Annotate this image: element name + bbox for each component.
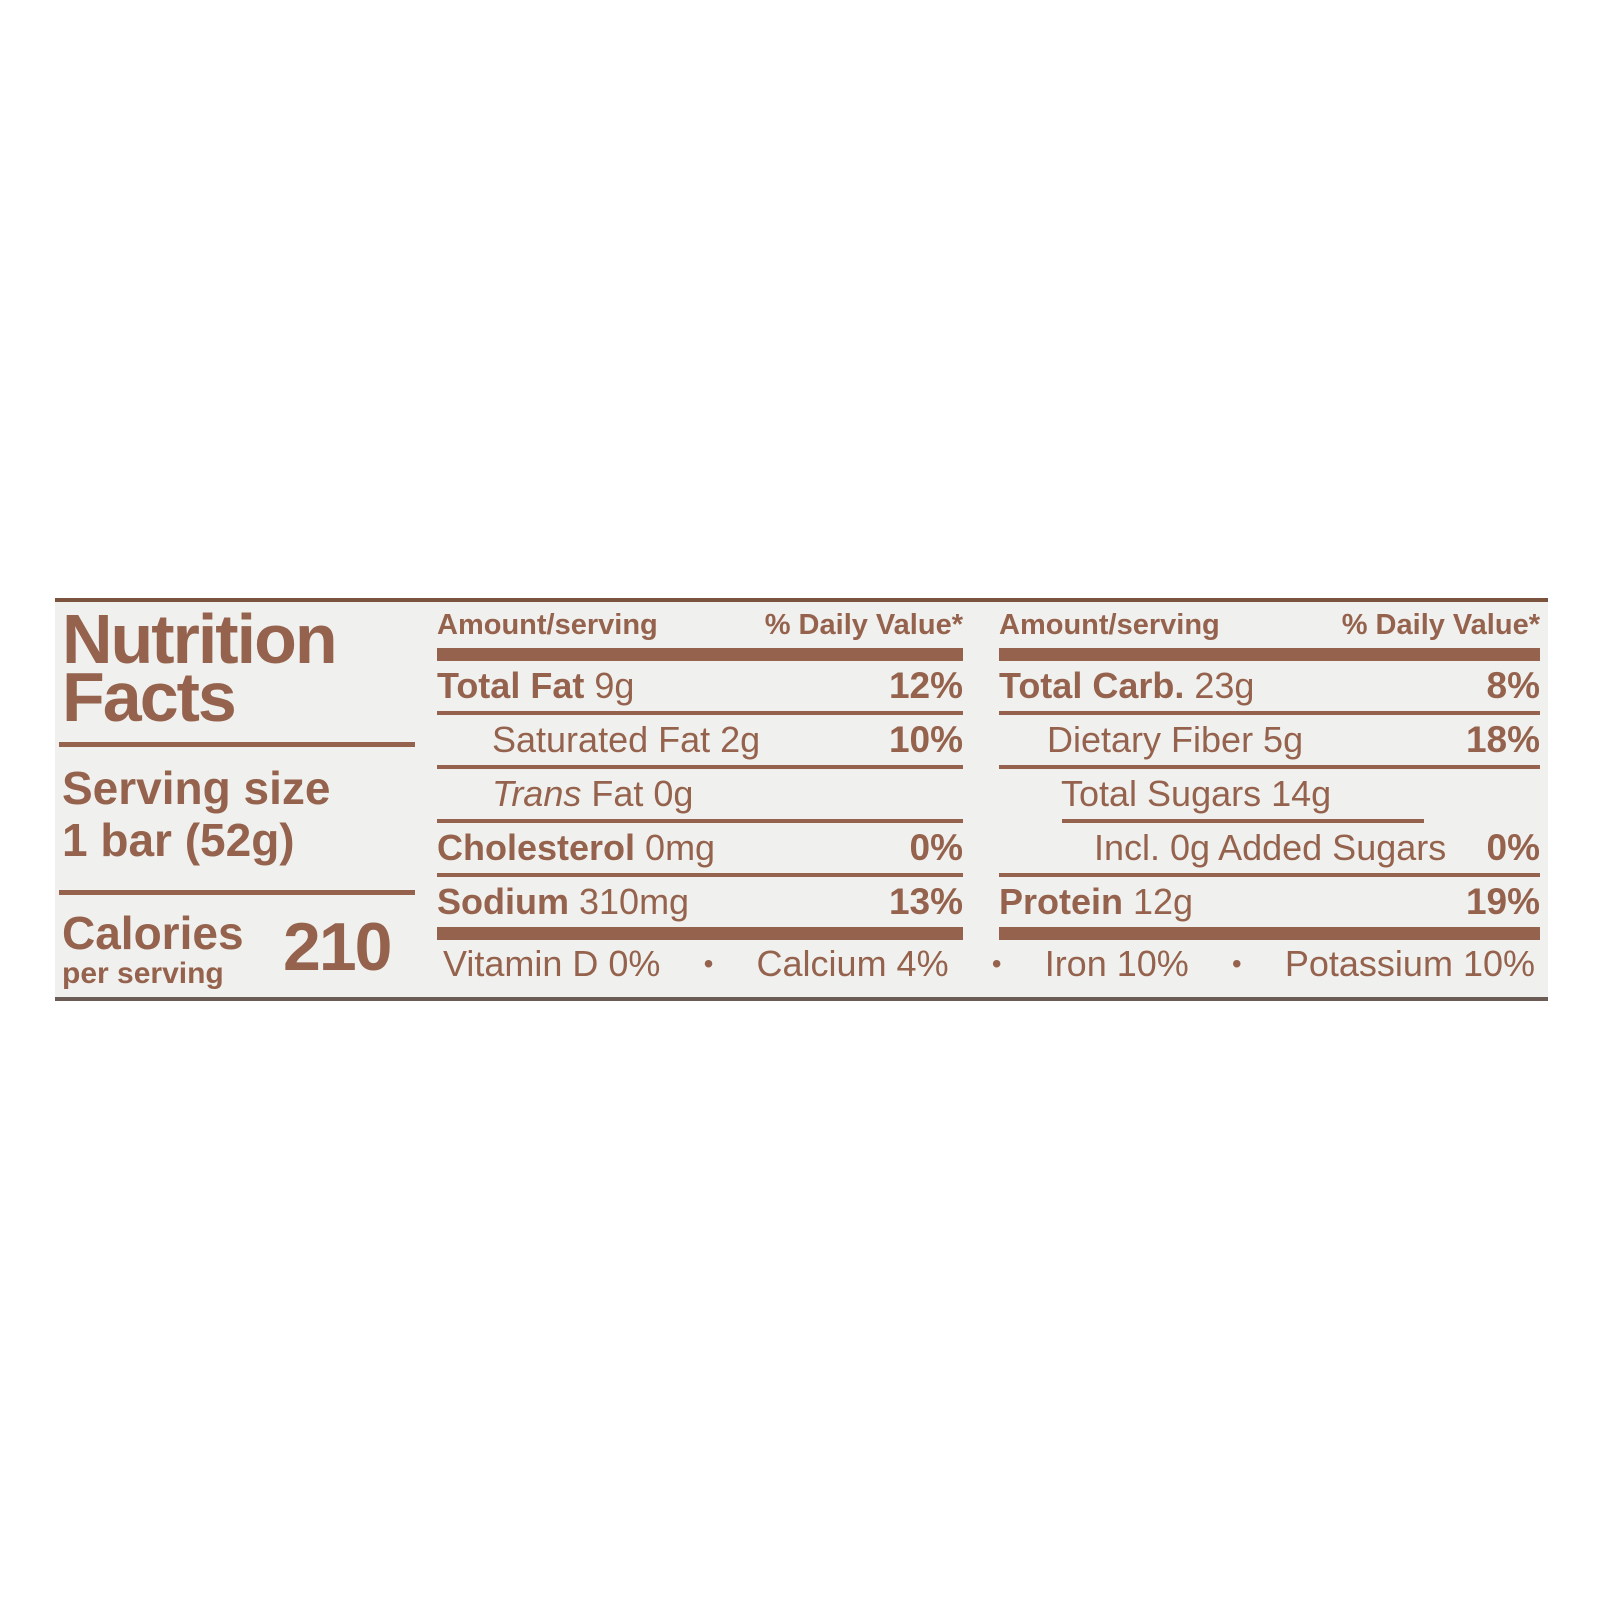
thick-rule xyxy=(437,648,963,661)
bullet-separator: • xyxy=(703,947,714,979)
nutrient-name: Incl. 0g Added Sugars xyxy=(999,827,1487,869)
thin-rule xyxy=(437,819,963,823)
nutrient-amount: Total Sugars 14g xyxy=(1061,773,1332,814)
nutrient-amount: 9g xyxy=(584,665,635,706)
nutrient-amount: Incl. 0g Added Sugars xyxy=(1094,827,1447,868)
nutrient-row-total-fat: Total Fat 9g 12% xyxy=(437,661,963,711)
serving-size-block: Serving size 1 bar (52g) xyxy=(62,762,330,866)
calories-label: Calories xyxy=(62,907,244,959)
nutrient-row-sodium: Sodium 310mg 13% xyxy=(437,877,963,927)
daily-value: 12% xyxy=(888,665,963,706)
title-line-facts: Facts xyxy=(62,658,237,736)
nutrient-name: Total Sugars 14g xyxy=(999,773,1540,815)
nutrient-name: Trans Fat 0g xyxy=(437,773,963,815)
nutrient-name: Saturated Fat 2g xyxy=(437,719,889,761)
daily-value: 19% xyxy=(1465,881,1540,922)
nutrient-name: Sodium 310mg xyxy=(437,881,889,923)
nutrient-row-cholesterol: Cholesterol 0mg 0% xyxy=(437,823,963,873)
nutrient-name: Cholesterol 0mg xyxy=(437,827,910,869)
potassium-value: Potassium 10% xyxy=(1284,942,1535,984)
thick-rule xyxy=(999,648,1540,661)
nutrient-column-right: Amount/serving % Daily Value* Total Carb… xyxy=(999,602,1540,989)
nutrient-row-total-carb: Total Carb. 23g 8% xyxy=(999,661,1540,711)
thin-rule-indented xyxy=(1062,819,1424,823)
nutrition-facts-panel: Nutrition Facts Serving size 1 bar (52g)… xyxy=(55,598,1548,1001)
daily-value-header: % Daily Value* xyxy=(1341,608,1540,641)
nutrient-name-bold: Sodium xyxy=(437,881,569,922)
nutrient-amount: Saturated Fat 2g xyxy=(492,719,761,760)
nutrient-name: Dietary Fiber 5g xyxy=(999,719,1466,761)
nutrient-row-trans-fat: Trans Fat 0g xyxy=(437,769,963,819)
thin-rule xyxy=(437,873,963,877)
bullet-separator: • xyxy=(1231,947,1242,979)
thick-rule xyxy=(999,927,1540,940)
serving-size-label: Serving size xyxy=(62,762,331,814)
column-header: Amount/serving % Daily Value* xyxy=(999,602,1540,648)
serving-size-value: 1 bar (52g) xyxy=(62,814,295,866)
nutrient-name: Protein 12g xyxy=(999,881,1466,923)
iron-value: Iron 10% xyxy=(1044,942,1189,984)
thick-rule xyxy=(437,927,963,940)
nutrition-facts-title: Nutrition Facts xyxy=(62,600,338,736)
daily-value: 8% xyxy=(1486,665,1540,706)
nutrient-amount: 0mg xyxy=(635,827,716,868)
nutrient-amount: Dietary Fiber 5g xyxy=(1047,719,1304,760)
calcium-value: Calcium 4% xyxy=(756,942,949,984)
nutrient-row-total-sugars: Total Sugars 14g xyxy=(999,769,1540,819)
nutrient-row-dietary-fiber: Dietary Fiber 5g 18% xyxy=(999,715,1540,765)
column-header: Amount/serving % Daily Value* xyxy=(437,602,963,648)
daily-value: 10% xyxy=(888,719,963,760)
vitamins-minerals-footer: Vitamin D 0% • Calcium 4% • Iron 10% • P… xyxy=(443,940,1535,987)
nutrient-column-left: Amount/serving % Daily Value* Total Fat … xyxy=(437,602,963,989)
amount-per-serving-header: Amount/serving xyxy=(437,608,658,641)
divider-rule xyxy=(59,890,415,895)
nutrient-amount: 12g xyxy=(1123,881,1194,922)
bullet-separator: • xyxy=(991,947,1002,979)
nutrient-name-italic: Trans xyxy=(492,773,582,814)
divider-rule xyxy=(59,742,415,747)
nutrient-amount: 310mg xyxy=(569,881,690,922)
thin-rule xyxy=(999,711,1540,715)
daily-value-header: % Daily Value* xyxy=(764,608,963,641)
daily-value: 0% xyxy=(1486,827,1540,868)
vitamin-d-value: Vitamin D 0% xyxy=(443,942,661,984)
nutrient-name-bold: Total Carb. xyxy=(999,665,1185,706)
amount-per-serving-header: Amount/serving xyxy=(999,608,1220,641)
nutrient-row-protein: Protein 12g 19% xyxy=(999,877,1540,927)
calories-per-serving-label: per serving xyxy=(62,957,224,990)
nutrient-amount: 23g xyxy=(1184,665,1255,706)
title-line-nutrition: Nutrition xyxy=(62,600,338,678)
thin-rule xyxy=(999,873,1540,877)
daily-value: 13% xyxy=(888,881,963,922)
thin-rule xyxy=(437,711,963,715)
nutrient-name-bold: Total Fat xyxy=(437,665,585,706)
nutrient-name: Total Carb. 23g xyxy=(999,665,1487,707)
nutrient-row-added-sugars: Incl. 0g Added Sugars 0% xyxy=(999,823,1540,873)
calories-value: 210 xyxy=(283,909,392,985)
nutrient-name: Total Fat 9g xyxy=(437,665,889,707)
nutrient-name-bold: Cholesterol xyxy=(437,827,636,868)
nutrient-amount: Fat 0g xyxy=(581,773,694,814)
thin-rule xyxy=(437,765,963,769)
thin-rule xyxy=(999,765,1540,769)
daily-value: 0% xyxy=(909,827,963,868)
daily-value: 18% xyxy=(1465,719,1540,760)
nutrient-row-saturated-fat: Saturated Fat 2g 10% xyxy=(437,715,963,765)
nutrient-name-bold: Protein xyxy=(999,881,1124,922)
